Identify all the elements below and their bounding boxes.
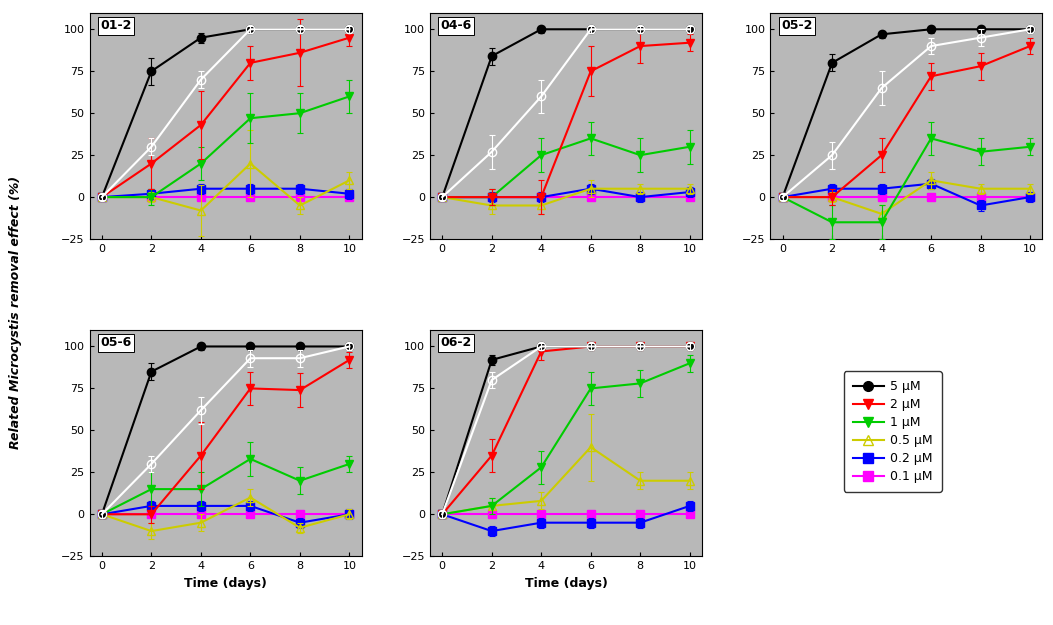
Text: Related Microcystis removal effect (%): Related Microcystis removal effect (%) xyxy=(9,176,22,449)
Legend: 5 μM, 2 μM, 1 μM, 0.5 μM, 0.2 μM, 0.1 μM: 5 μM, 2 μM, 1 μM, 0.5 μM, 0.2 μM, 0.1 μM xyxy=(843,371,941,492)
X-axis label: Time (days): Time (days) xyxy=(184,577,267,589)
Text: 01-2: 01-2 xyxy=(100,19,132,32)
X-axis label: Time (days): Time (days) xyxy=(524,577,608,589)
Text: 04-6: 04-6 xyxy=(441,19,472,32)
Text: 05-2: 05-2 xyxy=(781,19,813,32)
Text: 06-2: 06-2 xyxy=(441,336,472,349)
Text: 05-6: 05-6 xyxy=(100,336,132,349)
